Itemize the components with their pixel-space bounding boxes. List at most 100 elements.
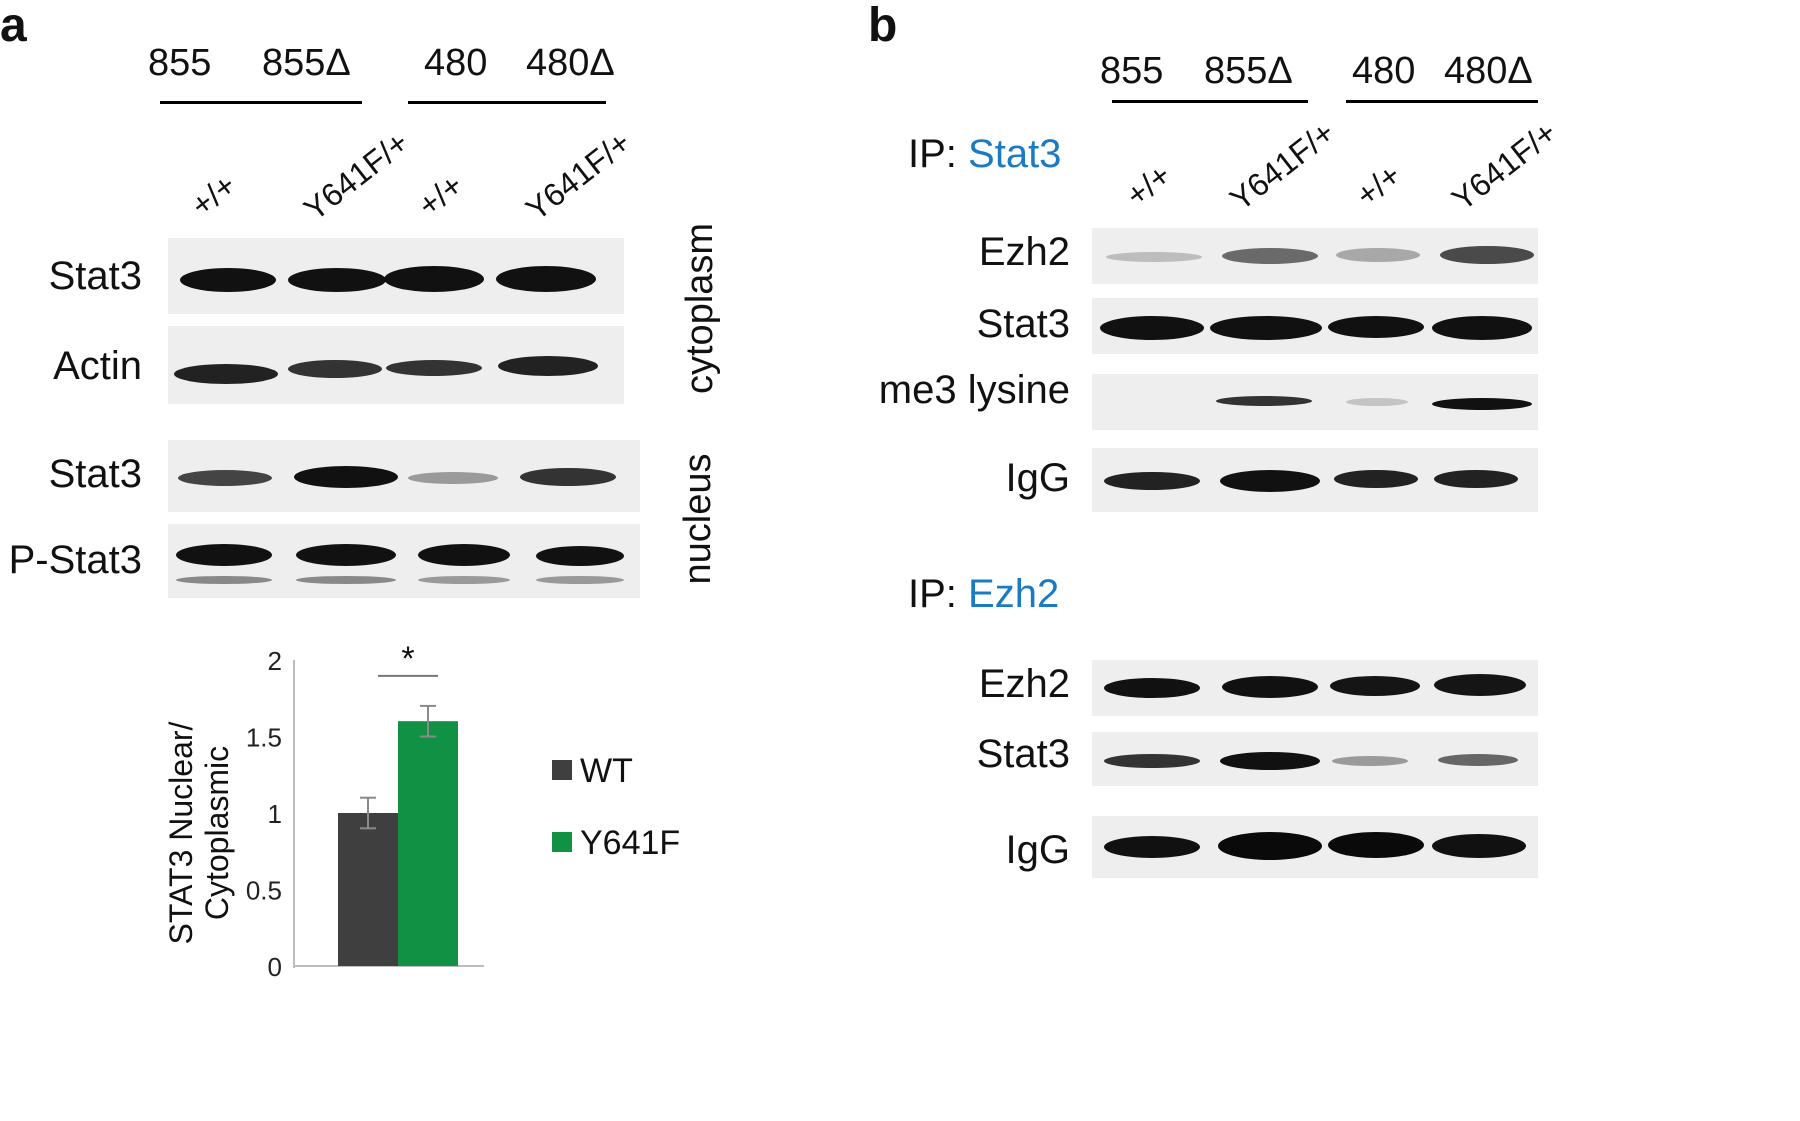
blot-strip-stat3-ip2 xyxy=(1092,732,1538,786)
blot-row-label: Stat3 xyxy=(48,452,142,496)
band xyxy=(1434,674,1526,696)
band xyxy=(1334,470,1418,488)
band xyxy=(296,544,396,566)
band xyxy=(498,356,598,376)
ip-prefix: IP: xyxy=(908,132,969,176)
lane-label: Y641F/+ xyxy=(297,124,416,228)
lane-label: Y641F/+ xyxy=(1445,114,1564,218)
blot-row-label: Ezh2 xyxy=(978,662,1070,706)
blot-strip-igg-ip2 xyxy=(1092,816,1538,878)
blot-strip-pstat3 xyxy=(168,524,640,598)
band xyxy=(1434,470,1518,488)
group-underline xyxy=(1346,100,1538,103)
band xyxy=(1222,248,1318,264)
blot-strip-ezh2 xyxy=(1092,228,1538,284)
band xyxy=(1330,676,1420,696)
group-label: 855 xyxy=(148,42,212,84)
blot-strip-stat3-cyto xyxy=(168,238,624,314)
group-underline xyxy=(1112,100,1308,103)
legend-swatch xyxy=(552,760,572,780)
band xyxy=(1216,396,1312,406)
group-label: 855Δ xyxy=(262,42,351,84)
band xyxy=(384,266,484,292)
y-tick-label: 0.5 xyxy=(246,876,282,906)
band xyxy=(288,268,386,292)
band xyxy=(1106,252,1202,262)
band xyxy=(176,576,272,584)
blot-strip-me3-lysine xyxy=(1092,374,1538,430)
group-label: 480 xyxy=(424,42,488,84)
band xyxy=(520,468,616,486)
band xyxy=(1440,246,1534,264)
band xyxy=(1220,470,1320,492)
lane-label: +/+ xyxy=(1119,156,1178,214)
band xyxy=(1104,678,1200,698)
band xyxy=(496,266,596,292)
blot-row-label: Stat3 xyxy=(976,732,1070,776)
blot-row-label: IgG xyxy=(1005,456,1070,500)
blot-strip-igg xyxy=(1092,448,1538,512)
band xyxy=(1218,832,1322,860)
y-tick-label: 0 xyxy=(268,952,282,982)
band xyxy=(1210,316,1322,340)
band xyxy=(1328,832,1424,858)
blot-row-label: IgG xyxy=(1005,828,1070,872)
band xyxy=(1346,398,1408,406)
ip-target: Stat3 xyxy=(968,132,1062,176)
fraction-label-cytoplasm: cytoplasm xyxy=(679,222,721,394)
legend-label: Y641F xyxy=(580,824,680,862)
group-underline xyxy=(408,101,606,104)
band xyxy=(176,544,272,566)
group-label: 480 xyxy=(1352,50,1416,92)
band xyxy=(1336,248,1420,262)
band xyxy=(1432,398,1532,410)
significance-star: * xyxy=(401,640,414,678)
blot-strip-stat3-ip xyxy=(1092,298,1538,354)
y-axis-label: STAT3 Nuclear/Cytoplasmic xyxy=(163,721,235,944)
band xyxy=(1432,316,1532,340)
lane-label: +/+ xyxy=(184,166,243,224)
blot-strip-ezh2-ip xyxy=(1092,660,1538,716)
band xyxy=(1328,316,1424,338)
band xyxy=(536,576,624,584)
group-label: 480Δ xyxy=(526,42,615,84)
y-tick-label: 2 xyxy=(268,646,282,676)
legend-label: WT xyxy=(580,752,633,790)
band xyxy=(1332,756,1408,766)
band xyxy=(294,466,398,488)
bar-wt xyxy=(338,813,398,966)
y-tick-label: 1 xyxy=(268,799,282,829)
band xyxy=(296,576,396,584)
ip-label-stat3: IP: Stat3 xyxy=(908,134,1061,174)
band xyxy=(288,360,382,378)
group-underline xyxy=(160,101,362,104)
lane-label: +/+ xyxy=(1349,156,1408,214)
band xyxy=(1100,316,1204,340)
group-label: 855 xyxy=(1100,50,1164,92)
band xyxy=(1438,754,1518,766)
panel-a-letter: a xyxy=(0,0,27,52)
lane-label: Y641F/+ xyxy=(519,124,638,228)
ip-prefix: IP: xyxy=(908,572,969,616)
band xyxy=(1432,834,1526,858)
ip-target: Ezh2 xyxy=(968,572,1060,616)
bar-chart: 0 0.5 1 1.5 2 STAT3 Nuclear/Cytoplasmic * WT Y… xyxy=(163,640,680,982)
blot-row-label: Stat3 xyxy=(48,254,142,298)
y-tick-label: 1.5 xyxy=(246,723,282,753)
blot-row-label: Ezh2 xyxy=(978,230,1070,274)
band xyxy=(1222,676,1318,698)
group-label: 480Δ xyxy=(1444,50,1533,92)
group-label: 855Δ xyxy=(1204,50,1293,92)
lane-label: +/+ xyxy=(411,166,470,224)
band xyxy=(1104,836,1200,858)
band xyxy=(408,472,498,484)
y-axis-label-line: Cytoplasmic xyxy=(199,746,235,920)
band xyxy=(536,546,624,566)
band xyxy=(1220,752,1320,770)
panel-b-letter: b xyxy=(868,0,898,52)
blot-strip-actin xyxy=(168,326,624,404)
band xyxy=(178,470,272,486)
blot-row-label: P-Stat3 xyxy=(8,538,142,582)
band xyxy=(1104,754,1200,768)
blot-strip-stat3-nuc xyxy=(168,440,640,512)
